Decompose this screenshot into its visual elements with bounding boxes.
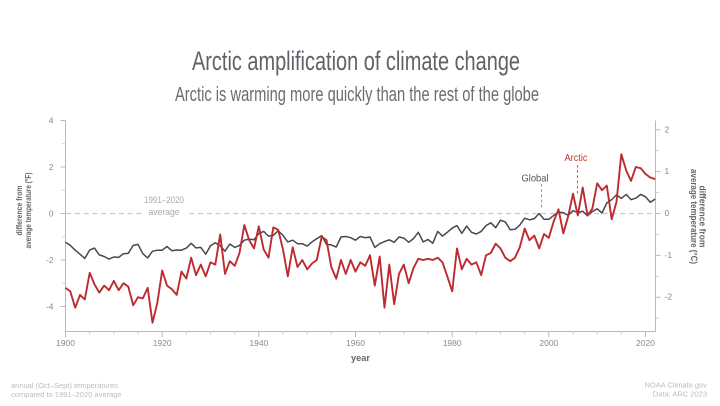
svg-text:-4: -4 — [46, 302, 54, 312]
svg-text:average temperature (°F): average temperature (°F) — [23, 172, 33, 248]
svg-text:2020: 2020 — [636, 338, 655, 348]
svg-text:annual (Oct–Sept) temperatures: annual (Oct–Sept) temperatures — [11, 381, 118, 390]
svg-text:2: 2 — [665, 124, 670, 134]
svg-text:Data: ARC 2023: Data: ARC 2023 — [653, 390, 707, 399]
svg-text:1960: 1960 — [346, 338, 365, 348]
svg-text:1991–2020: 1991–2020 — [144, 195, 184, 206]
svg-text:2: 2 — [49, 162, 54, 172]
svg-text:0: 0 — [49, 209, 54, 219]
svg-text:2000: 2000 — [539, 338, 558, 348]
svg-text:year: year — [351, 353, 370, 364]
svg-text:1980: 1980 — [443, 338, 462, 348]
svg-text:NOAA Climate.gov: NOAA Climate.gov — [644, 381, 707, 390]
svg-text:0: 0 — [665, 208, 670, 218]
svg-text:1940: 1940 — [249, 338, 268, 348]
svg-text:compared to 1991–2020 average: compared to 1991–2020 average — [11, 390, 122, 399]
svg-text:average: average — [149, 207, 180, 218]
svg-text:-2: -2 — [665, 292, 673, 302]
svg-text:-1: -1 — [665, 250, 673, 260]
svg-text:Arctic amplification of climat: Arctic amplification of climate change — [192, 46, 520, 76]
svg-text:1920: 1920 — [153, 338, 172, 348]
svg-text:4: 4 — [49, 116, 54, 126]
svg-text:Arctic: Arctic — [565, 153, 588, 164]
svg-text:difference from: difference from — [14, 185, 24, 235]
svg-text:average temperature (°C): average temperature (°C) — [688, 169, 699, 264]
svg-text:Arctic is warming more quickly: Arctic is warming more quickly than the … — [175, 83, 539, 106]
svg-text:Global: Global — [522, 173, 549, 185]
svg-text:difference from: difference from — [697, 186, 708, 248]
svg-text:1900: 1900 — [56, 338, 75, 348]
svg-text:1: 1 — [665, 166, 670, 176]
svg-text:-2: -2 — [46, 255, 54, 265]
